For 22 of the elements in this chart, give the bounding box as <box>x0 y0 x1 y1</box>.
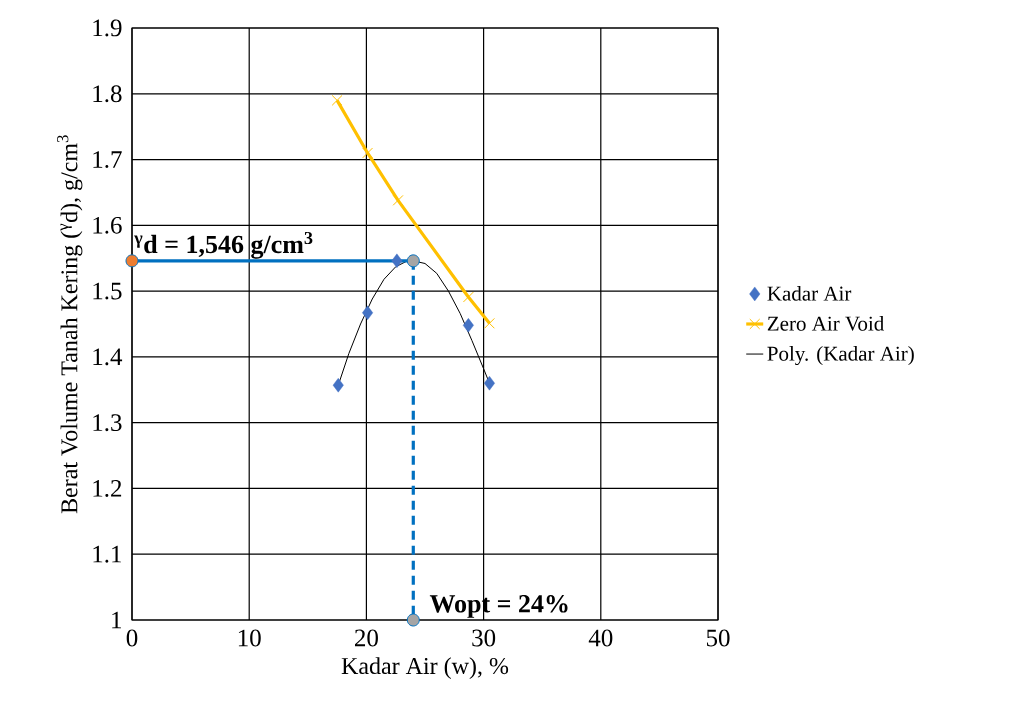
legend-label: Zero Air Void <box>767 315 885 331</box>
x-tick-label: 40 <box>588 629 613 647</box>
x-tick-label: 20 <box>355 629 378 647</box>
y-tick-label: 1.6 <box>93 216 122 234</box>
x-tick-label: 50 <box>706 629 730 647</box>
y-tick-label: 1.2 <box>93 480 122 497</box>
y-tick-label: 1 <box>112 611 121 629</box>
x-tick-label: 30 <box>472 629 496 647</box>
y-tick-label: 1.1 <box>93 545 121 563</box>
legend-label: Poly. (Kadar Air) <box>767 346 914 366</box>
y-tick-label: 1.8 <box>93 85 122 103</box>
x-tick-label: 0 <box>126 629 138 647</box>
y-tick-label: 1.4 <box>93 348 123 366</box>
annotation: $^{γ}$d = 1,546 g/cm$^{3}$ <box>134 231 313 259</box>
y-tick-label: 1.5 <box>93 282 122 300</box>
y-tick-label: 1.7 <box>93 151 122 168</box>
y-tick-label: 1.3 <box>93 414 122 432</box>
x-tick-label: 10 <box>238 629 261 647</box>
y-axis-title: Berat Volume Tanah Kering ($^{γ}$d), g/cm$^{3}$ <box>57 135 83 514</box>
x-axis-title: Kadar Air (w), % <box>341 657 509 679</box>
y-tick-label: 1.9 <box>93 19 122 37</box>
legend-label: Kadar Air <box>767 285 852 301</box>
